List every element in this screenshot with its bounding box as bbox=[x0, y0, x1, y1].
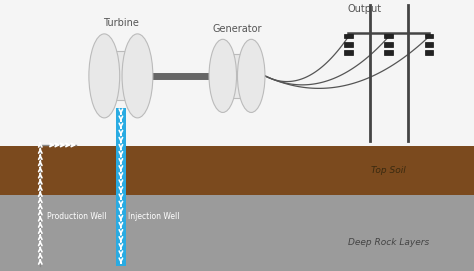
Bar bbox=[116, 108, 126, 266]
Bar bbox=[425, 34, 433, 38]
Bar bbox=[344, 50, 353, 55]
Text: Turbine: Turbine bbox=[103, 18, 139, 28]
Ellipse shape bbox=[237, 39, 265, 112]
Bar bbox=[425, 50, 433, 55]
Bar bbox=[425, 42, 433, 47]
Bar bbox=[344, 34, 353, 38]
Bar bbox=[0, 195, 474, 271]
Text: Top Soil: Top Soil bbox=[371, 166, 406, 175]
Bar bbox=[104, 51, 137, 100]
Bar bbox=[223, 54, 251, 98]
Ellipse shape bbox=[122, 34, 153, 118]
Bar bbox=[344, 42, 353, 47]
Text: Generator: Generator bbox=[212, 24, 262, 34]
Text: Output: Output bbox=[348, 4, 382, 14]
Bar bbox=[384, 50, 393, 55]
Text: Production Well: Production Well bbox=[47, 212, 107, 221]
Text: Deep Rock Layers: Deep Rock Layers bbox=[348, 238, 429, 247]
Bar bbox=[0, 146, 474, 195]
Bar bbox=[384, 42, 393, 47]
Ellipse shape bbox=[209, 39, 237, 112]
Text: Injection Well: Injection Well bbox=[128, 212, 180, 221]
Bar bbox=[384, 34, 393, 38]
Ellipse shape bbox=[89, 34, 119, 118]
